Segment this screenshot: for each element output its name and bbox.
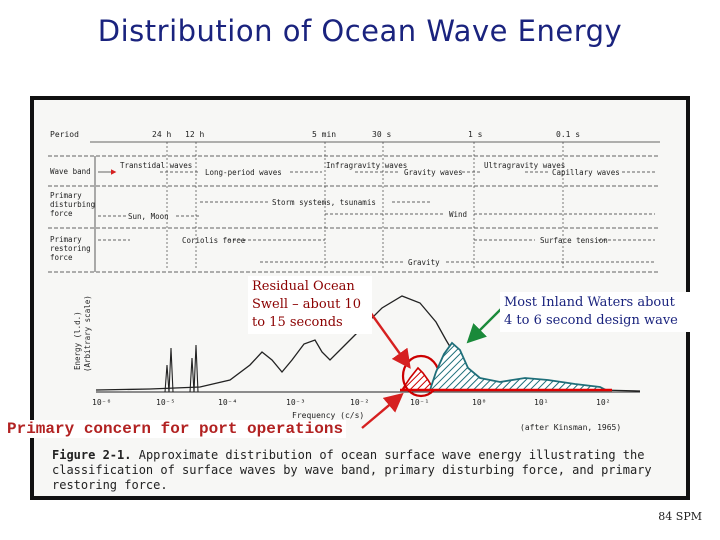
restoring-gravity: Gravity (408, 258, 440, 267)
freq-tick-1e-4: 10⁻⁴ (218, 398, 237, 407)
row-label-disturbing-1: Primary (50, 191, 82, 200)
freq-tick-1e2: 10² (596, 398, 610, 407)
row-label-disturbing-2: disturbing (50, 200, 95, 209)
port-concern-arrow (361, 392, 404, 429)
row-label-wave-band: Wave band (50, 167, 91, 176)
freq-tick-1e-5: 10⁻⁵ (156, 398, 175, 407)
disturbing-wind: Wind (449, 210, 467, 219)
period-label: Period (50, 130, 79, 139)
row-label-disturbing-3: force (50, 209, 73, 218)
slide-title: Distribution of Ocean Wave Energy (97, 14, 623, 48)
freq-tick-1e-1: 10⁻¹ (410, 398, 429, 407)
wave-band-capillary: Capillary waves (552, 168, 620, 177)
freq-tick-1e-3: 10⁻³ (286, 398, 305, 407)
inland-arrow (466, 305, 505, 344)
freq-tick-1e-2: 10⁻² (350, 398, 369, 407)
restoring-coriolis: Coriolis force (182, 236, 246, 245)
period-tick-30s: 30 s (372, 130, 391, 139)
primary-concern-label: Primary concern for port operations (4, 420, 347, 438)
energy-axis-label-1: Energy (l.d.) (73, 311, 82, 370)
period-tick-5min: 5 min (312, 130, 336, 139)
row-label-restoring-1: Primary (50, 235, 82, 244)
freq-tick-1e-6: 10⁻⁶ (92, 398, 111, 407)
residual-swell-callout: Residual Ocean Swell – about 10 to 15 se… (248, 276, 372, 334)
figure-caption-text: Approximate distribution of ocean surfac… (52, 448, 652, 492)
wave-band-long-period: Long-period waves (205, 168, 282, 177)
row-label-restoring-3: force (50, 253, 73, 262)
frequency-attribution: (after Kinsman, 1965) (520, 423, 621, 432)
period-tick-24h: 24 h (152, 130, 171, 139)
period-tick-1s: 1 s (468, 130, 483, 139)
wave-band-ultragravity: Ultragravity waves (484, 161, 565, 170)
inland-waters-callout: Most Inland Waters about 4 to 6 second d… (500, 292, 690, 332)
swell-arrow (369, 311, 411, 369)
period-tick-12h: 12 h (185, 130, 204, 139)
wave-band-gravity: Gravity waves (404, 168, 463, 177)
figure-number: Figure 2-1. (52, 448, 132, 462)
figure-caption: Figure 2-1. Approximate distribution of … (52, 448, 652, 493)
restoring-surface-tension: Surface tension (540, 236, 608, 245)
row-label-restoring-2: restoring (50, 244, 91, 253)
freq-tick-1e1: 10¹ (534, 398, 548, 407)
energy-axis-label-2: (Arbitrary scale) (83, 295, 92, 372)
wave-band-transtidal: Transtidal waves (120, 161, 192, 170)
slide-id: 84 SPM (658, 510, 702, 523)
wave-band-infragravity: Infragravity waves (326, 161, 407, 170)
disturbing-sun-moon: Sun, Moon (128, 212, 169, 221)
frequency-axis-label: Frequency (c/s) (292, 411, 364, 420)
freq-tick-1e0: 10⁰ (472, 398, 486, 407)
disturbing-storm-systems: Storm systems, tsunamis (272, 198, 376, 207)
inland-waters-region (428, 341, 607, 391)
period-tick-0-1s: 0.1 s (556, 130, 580, 139)
tidal-spikes (164, 344, 199, 393)
